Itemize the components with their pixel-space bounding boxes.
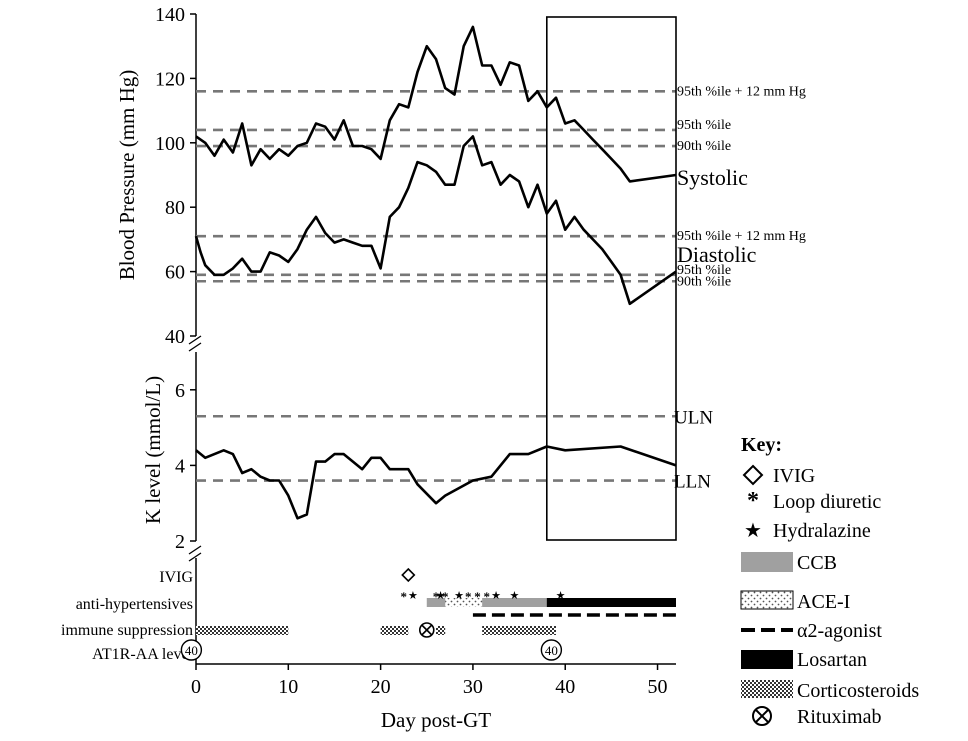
at1r-aa-value-0: 40 [185,643,198,658]
k-y-axis-label: K level (mmol/L) [141,376,165,524]
treatment-panel: 0 10 20 30 40 50 Day post-GT IVIG anti-hypert… [61,558,676,732]
x-ticks: 0 10 20 30 40 50 [191,664,668,698]
ace-i-swatch-icon [740,590,794,610]
ace-i-bar-0 [445,598,483,607]
loop-diuretic-mark-5: * [484,589,491,604]
legend-ivig: IVIG [773,465,815,487]
loop-diuretic-mark-4: * [474,589,481,604]
at1r-aa-circle-0 [180,639,203,661]
bp-ref-label-2: 90th %ile [677,139,731,154]
loop-diuretic-mark-2: * [442,589,449,604]
k-level-line [195,445,677,520]
legend-losartan: Losartan [797,649,867,671]
corticosteroid-bar-2 [436,626,446,635]
bp-y-tick-label-40: 40 [165,326,185,348]
legend: Key: IVIG * Loop diuretic ★ Hydralazine … [740,434,919,728]
at1r-aa-value-1: 40 [545,643,558,658]
legend-loop-diuretic: Loop diuretic [773,491,881,513]
bp-panel: 40 60 80 100 120 140 95th %ile + 12 mm Hg 95th… [115,4,806,348]
x-tick-label-20: 20 [371,676,391,698]
loop-diuretic-asterisk-icon: * [747,488,759,514]
losartan-swatch-icon [741,650,793,669]
legend-rituximab: Rituximab [797,706,881,728]
bp-ref-label-5: 90th %ile [677,274,731,289]
diastolic-label: Diastolic [677,242,757,267]
k-ref-label-uln: ULN [674,407,713,428]
hydralazine-mark-2: ★ [454,590,464,602]
legend-hydralazine: Hydralazine [773,520,871,542]
row-label-at1r-aa-level: AT1R-AA level [92,646,193,663]
treatment-marks: ★ ★ ★ ★ ★ ★* * * * * *40 40 [180,567,676,661]
k-y-tick-label-2: 2 [175,531,185,553]
hydralazine-mark-4: ★ [510,590,520,602]
loop-diuretic-mark-3: * [465,589,472,604]
bp-ref-label-3: 95th %ile + 12 mm Hg [677,229,806,244]
highlight-box [545,16,677,541]
bp-y-tick-label-60: 60 [165,262,185,284]
bp-y-tick-label-140: 140 [155,4,185,26]
systolic-line [195,25,677,183]
bp-y-ticks: 40 60 80 100 120 140 [155,4,196,348]
ivig-mark-0 [401,567,416,583]
hydralazine-star-icon: ★ [744,520,762,542]
bp-y-tick-label-80: 80 [165,197,185,219]
legend-ace-i: ACE-I [797,591,850,613]
rituximab-mark-x2-0 [421,624,433,636]
x-tick-label-50: 50 [648,676,668,698]
x-tick-label-0: 0 [191,676,201,698]
diastolic-line [194,135,677,306]
row-label-immune-suppression: immune suppression [61,622,193,639]
k-ref-label-lln: LLN [674,472,711,493]
losartan-bar-0 [546,598,676,607]
systolic-label: Systolic [677,165,748,190]
legend-corticosteroids: Corticosteroids [797,680,919,702]
k-y-tick-label-4: 4 [175,455,185,477]
ivig-diamond-icon [742,464,764,486]
bp-y-tick-label-120: 120 [155,68,185,90]
hydralazine-mark-5: ★ [556,590,566,602]
x-tick-label-30: 30 [463,676,483,698]
corticosteroids-swatch-icon [741,680,793,698]
corticosteroid-bar-0 [196,626,289,635]
bp-ref-label-0: 95th %ile + 12 mm Hg [677,84,806,99]
legend-title: Key: [741,434,782,456]
bp-ref-label-4: 95th %ile [677,263,731,278]
legend-alpha2-agonist: α2-agonist [797,620,882,642]
x-tick-label-40: 40 [555,676,575,698]
loop-diuretic-mark-0: * [400,589,407,604]
at1r-aa-circle-1 [540,639,563,661]
k-y-tick-label-6: 6 [175,380,185,402]
corticosteroid-bar-1 [380,626,409,635]
x-axis-label: Day post-GT [381,708,491,732]
hydralazine-mark-0: ★ [408,590,418,602]
k-reference-lines: ULN LLN [196,407,713,493]
bp-y-tick-label-100: 100 [155,133,185,155]
row-label-ivig: IVIG [159,569,193,586]
k-panel: 2 4 6 ULN LLN K level (mmol/L) [141,352,713,553]
hydralazine-mark-1: ★ [436,590,446,602]
row-label-anti-hypertensives: anti-hypertensives [76,596,193,613]
k-y-ticks: 2 4 6 [175,380,196,553]
x-tick-label-10: 10 [278,676,298,698]
ccb-swatch-icon [741,552,793,572]
corticosteroid-bar-3 [482,626,556,635]
loop-diuretic-mark-1: * [433,589,440,604]
axis-break-marks [188,335,202,562]
legend-ccb: CCB [797,552,837,574]
bp-y-axis-label: Blood Pressure (mm Hg) [115,70,139,281]
hydralazine-mark-3: ★ [491,590,501,602]
ccb-bar-0 [426,598,547,607]
bp-ref-label-1: 95th %ile [677,118,731,133]
